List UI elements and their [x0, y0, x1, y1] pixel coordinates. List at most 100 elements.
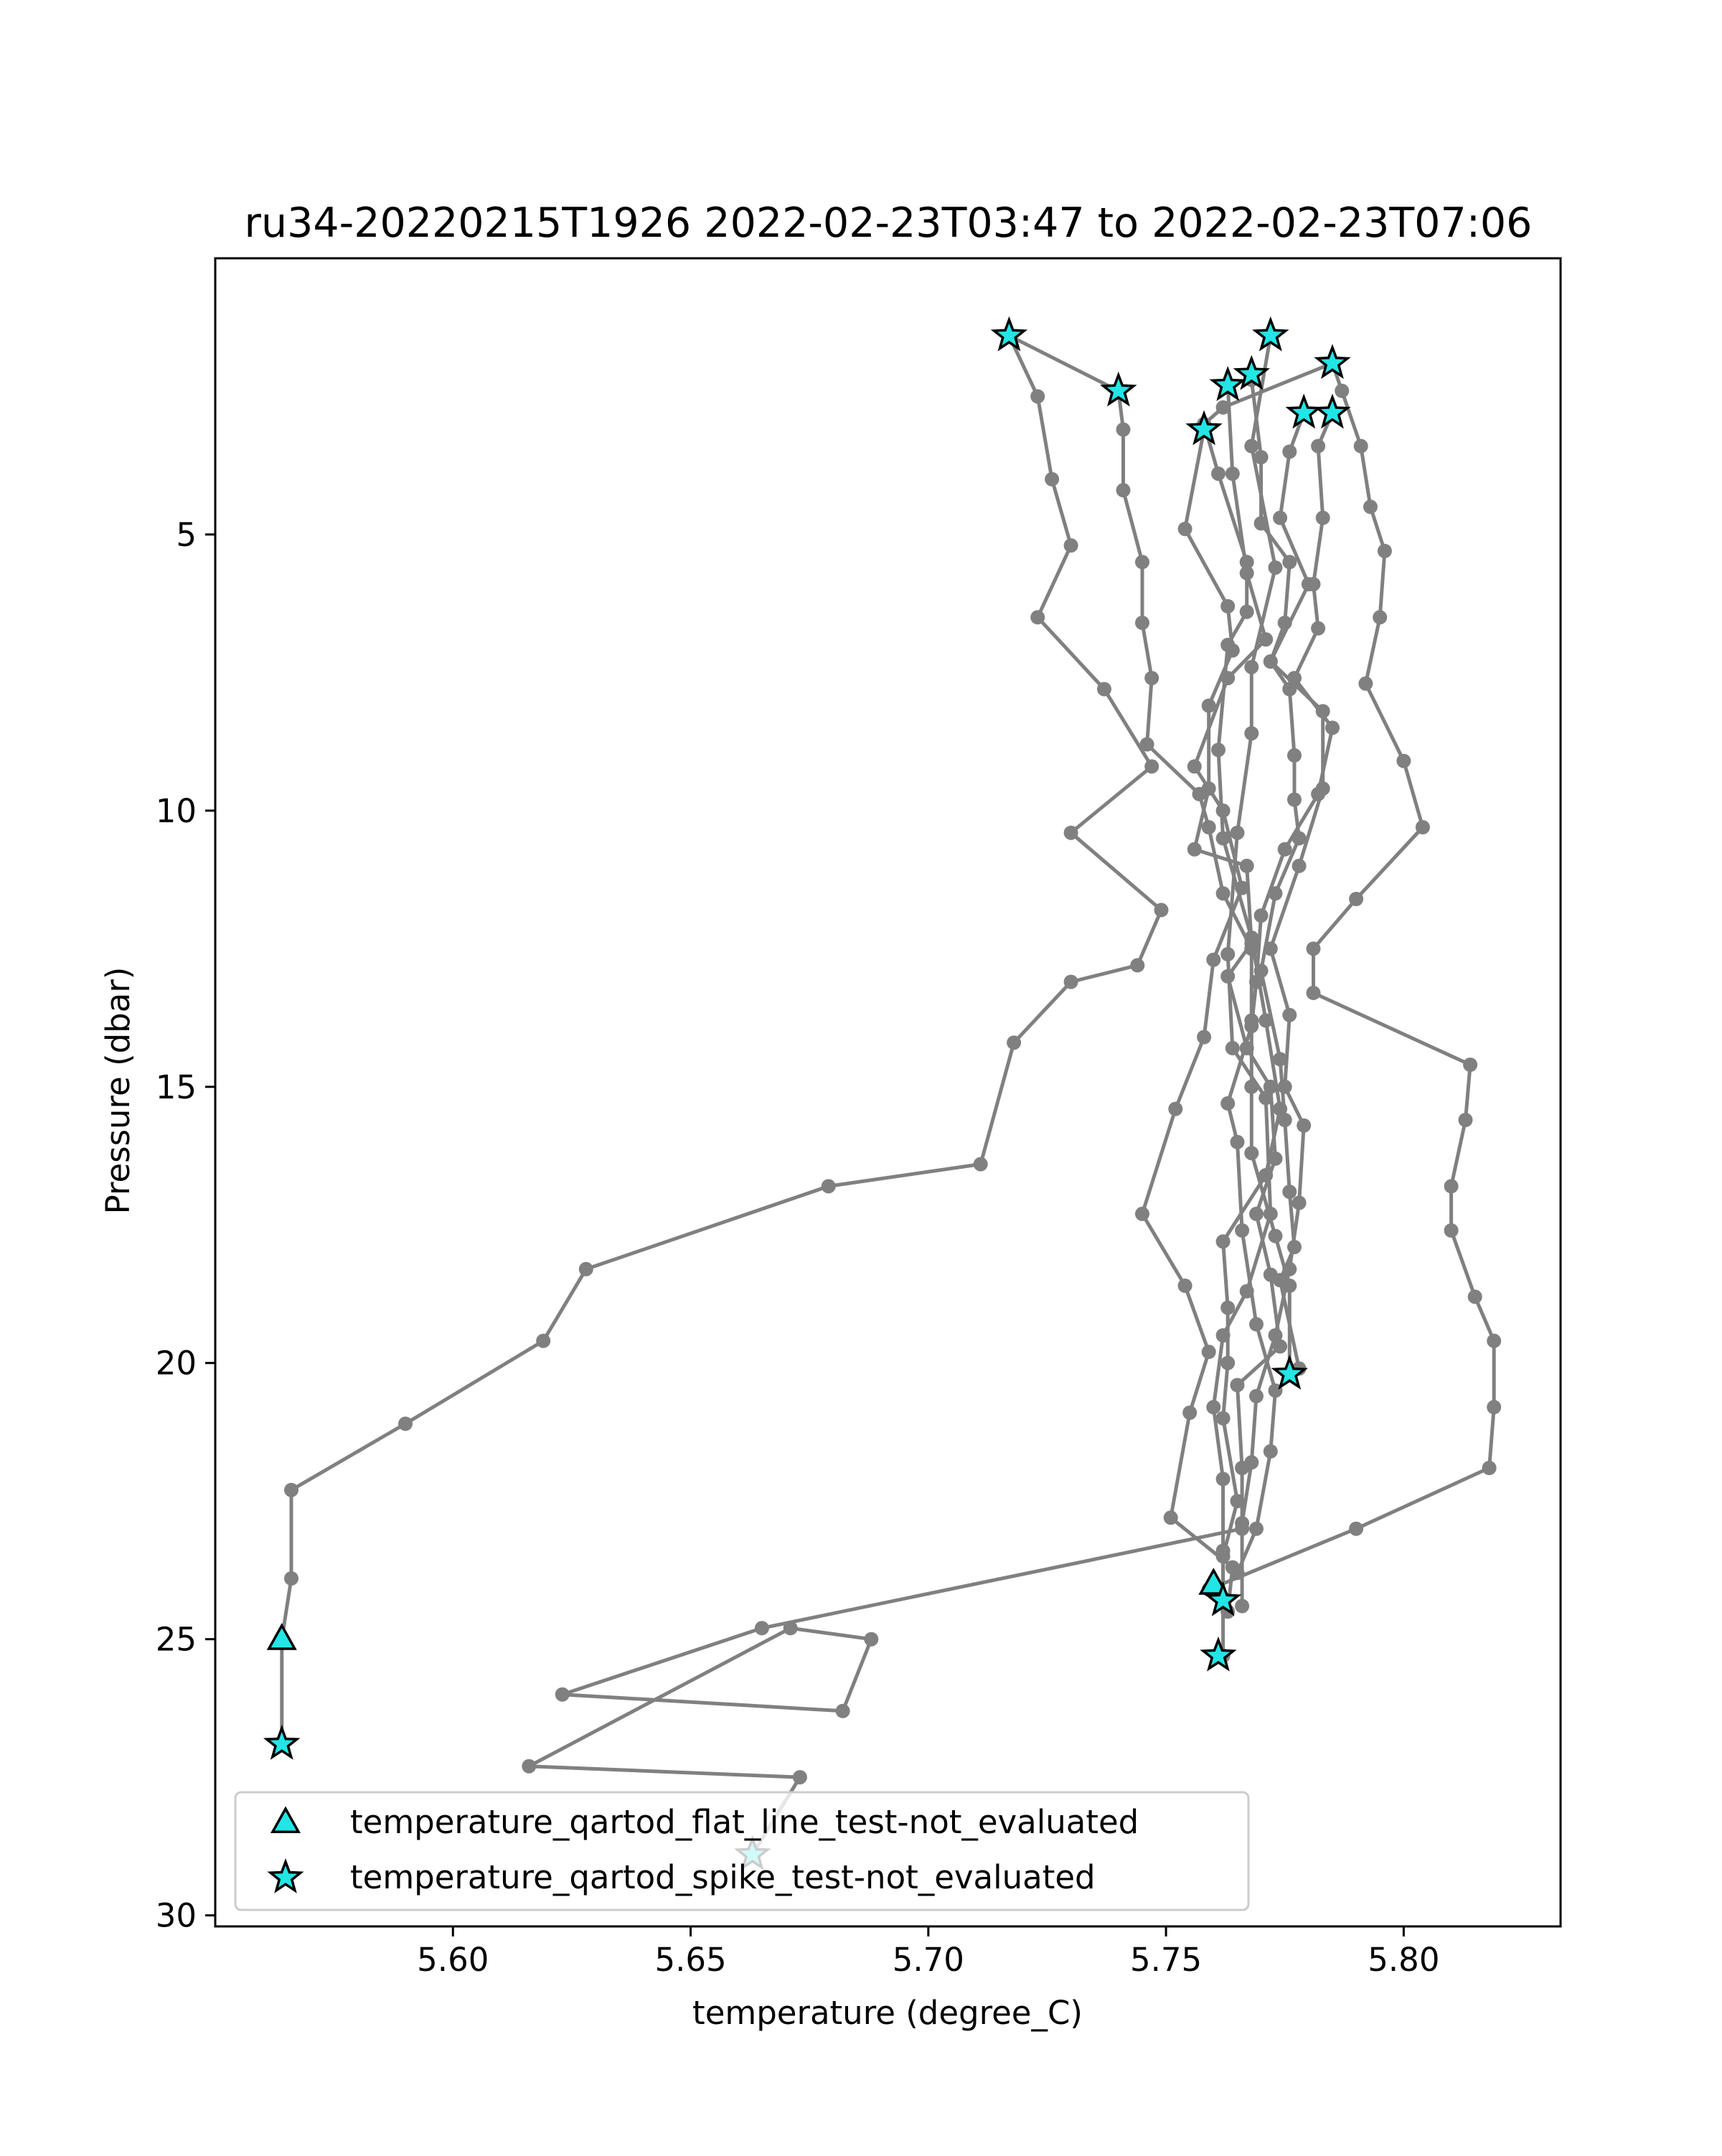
profile-line-7: [1140, 385, 1268, 1612]
profile-point: [1235, 1516, 1250, 1530]
profile-point: [1206, 952, 1221, 967]
profile-point: [536, 1333, 551, 1348]
profile-point: [1353, 438, 1368, 453]
profile-point: [1249, 1388, 1264, 1403]
profile-point: [1444, 1223, 1459, 1238]
profile-point: [1135, 1206, 1149, 1221]
profile-point: [522, 1759, 537, 1774]
profile-point: [1030, 389, 1045, 404]
profile-point: [1277, 1079, 1292, 1094]
profile-point: [1325, 720, 1340, 735]
profile-point: [1187, 759, 1202, 774]
spike-test-marker: [1233, 354, 1271, 390]
spike-test-marker: [1185, 410, 1223, 446]
profile-point: [1220, 671, 1236, 686]
profile-point: [1244, 936, 1259, 951]
profile-point: [1244, 726, 1259, 741]
y-tick-label: 15: [156, 1068, 197, 1106]
spike-test-marker: [1285, 393, 1322, 429]
x-tick-label: 5.65: [654, 1941, 726, 1979]
profile-point: [1045, 471, 1060, 486]
profile-point: [1235, 1223, 1250, 1238]
flat-line-test-marker: [1198, 1568, 1229, 1595]
spike-test-marker: [263, 1724, 301, 1760]
profile-point: [1230, 1566, 1245, 1581]
profile-point: [1263, 654, 1278, 669]
profile-point: [1220, 1096, 1236, 1111]
profile-point: [864, 1632, 879, 1647]
profile-point: [1277, 842, 1292, 857]
profile-point: [1215, 803, 1231, 818]
profile-point: [1292, 858, 1307, 873]
profile-point: [1154, 903, 1169, 918]
profile-point: [1263, 1206, 1278, 1221]
spike-test-marker: [1252, 316, 1289, 352]
profile-point: [1282, 1261, 1297, 1276]
profile-point: [1235, 1599, 1250, 1614]
profile-point: [1168, 1101, 1183, 1116]
profile-point: [1287, 792, 1302, 807]
profile-point: [1220, 1300, 1236, 1315]
profile-point: [1215, 1549, 1231, 1564]
x-tick-label: 5.70: [893, 1941, 964, 1979]
profile-point: [1215, 1234, 1231, 1249]
profile-point: [578, 1261, 593, 1276]
profile-point: [1458, 1113, 1473, 1127]
y-tick-label: 20: [156, 1345, 197, 1383]
x-tick-label: 5.80: [1368, 1941, 1439, 1979]
spike-test-marker: [1204, 1581, 1242, 1616]
spike-test-marker: [990, 316, 1028, 352]
legend-marker-flat-line: [270, 1806, 301, 1834]
profile-point: [1220, 599, 1236, 613]
profile-point: [1297, 1118, 1312, 1133]
profile-point: [398, 1416, 413, 1431]
profile-point: [1116, 422, 1131, 437]
profile-point: [1097, 682, 1111, 697]
y-tick-label: 25: [156, 1621, 197, 1659]
profile-point: [1315, 704, 1330, 719]
spike-test-marker: [1100, 371, 1137, 407]
profile-point: [1211, 466, 1225, 481]
profile-point: [1215, 400, 1231, 415]
profile-point: [1268, 1151, 1283, 1166]
x-axis-label: temperature (degree_C): [692, 1994, 1083, 2032]
legend-spike-star: [267, 1858, 304, 1893]
profile-point: [1253, 516, 1269, 531]
profile-point: [1415, 820, 1430, 834]
flat-line-test-marker: [266, 1623, 297, 1650]
profile-point: [1358, 676, 1373, 691]
profile-point: [1377, 544, 1392, 558]
profile-point: [1244, 1019, 1259, 1034]
profile-point: [1349, 892, 1364, 906]
profile-point: [1239, 565, 1254, 580]
legend: temperature_qartod_flat_line_test-not_ev…: [234, 1791, 1250, 1911]
profile-point: [1177, 1279, 1192, 1293]
profile-point: [1220, 1355, 1236, 1370]
profile-point: [1244, 659, 1259, 674]
profile-point: [1197, 1030, 1212, 1045]
profile-point: [1373, 610, 1388, 625]
profile-point: [1335, 383, 1350, 398]
profile-point: [1282, 555, 1297, 570]
profile-point: [1287, 671, 1302, 686]
spike-test-marker: [1271, 1355, 1309, 1390]
legend-frame: [234, 1791, 1250, 1911]
spike-test-marker: [1200, 1636, 1237, 1672]
profile-point: [1135, 616, 1149, 631]
profile-point: [1444, 1179, 1459, 1194]
profile-point: [1182, 1406, 1198, 1420]
profile-point: [1311, 786, 1326, 801]
profile-point: [1206, 1400, 1221, 1415]
profile-point: [1263, 941, 1278, 956]
x-tick-label: 5.60: [417, 1941, 489, 1979]
profile-point: [1487, 1400, 1502, 1415]
profile-point: [1253, 908, 1269, 923]
profile-point: [1225, 643, 1240, 658]
profile-point: [1282, 1007, 1297, 1022]
y-tick-label: 10: [156, 792, 197, 830]
profile-point: [1268, 560, 1283, 575]
profile-point: [1263, 1444, 1278, 1459]
profile-point: [1311, 621, 1326, 636]
y-axis-label: Pressure (dbar): [99, 967, 137, 1215]
